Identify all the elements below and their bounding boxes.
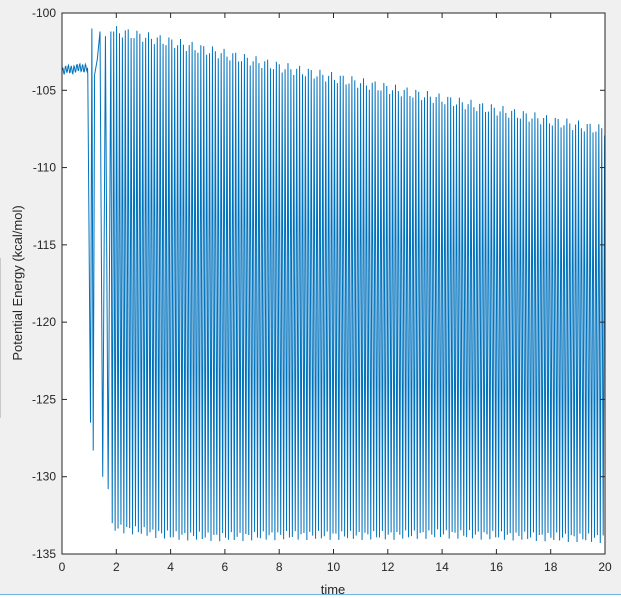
y-tick-label: -110 — [33, 161, 56, 175]
y-axis-label: Potential Energy (kcal/mol) — [10, 205, 25, 360]
x-tick-label: 12 — [381, 560, 395, 574]
x-tick-label: 6 — [222, 560, 229, 574]
x-axis-ticks: 0 2 4 6 8 10 12 14 16 18 20 — [59, 13, 612, 574]
x-tick-label: 16 — [490, 560, 504, 574]
window-bottom-border — [0, 594, 621, 598]
x-tick-label: 8 — [276, 560, 283, 574]
y-tick-label: -115 — [33, 238, 56, 252]
y-tick-label: -100 — [32, 6, 56, 20]
x-tick-label: 14 — [435, 560, 449, 574]
x-tick-label: 20 — [598, 560, 612, 574]
series-layer — [61, 26, 606, 544]
y-axis-ticks: -100 -105 -110 -115 -120 -125 -130 -135 — [32, 6, 605, 561]
x-tick-label: 18 — [544, 560, 558, 574]
x-tick-label: 0 — [59, 560, 66, 574]
y-tick-label: -135 — [32, 547, 56, 561]
x-axis-label: time — [321, 582, 346, 597]
y-tick-label: -105 — [32, 83, 56, 97]
x-tick-label: 2 — [113, 560, 120, 574]
x-tick-label: 4 — [167, 560, 174, 574]
y-tick-label: -120 — [32, 315, 56, 329]
x-tick-label: 10 — [327, 560, 341, 574]
window-left-edge — [0, 258, 3, 418]
potential-energy-series-line — [61, 26, 606, 544]
y-tick-label: -130 — [32, 470, 56, 484]
y-tick-label: -125 — [32, 392, 56, 406]
